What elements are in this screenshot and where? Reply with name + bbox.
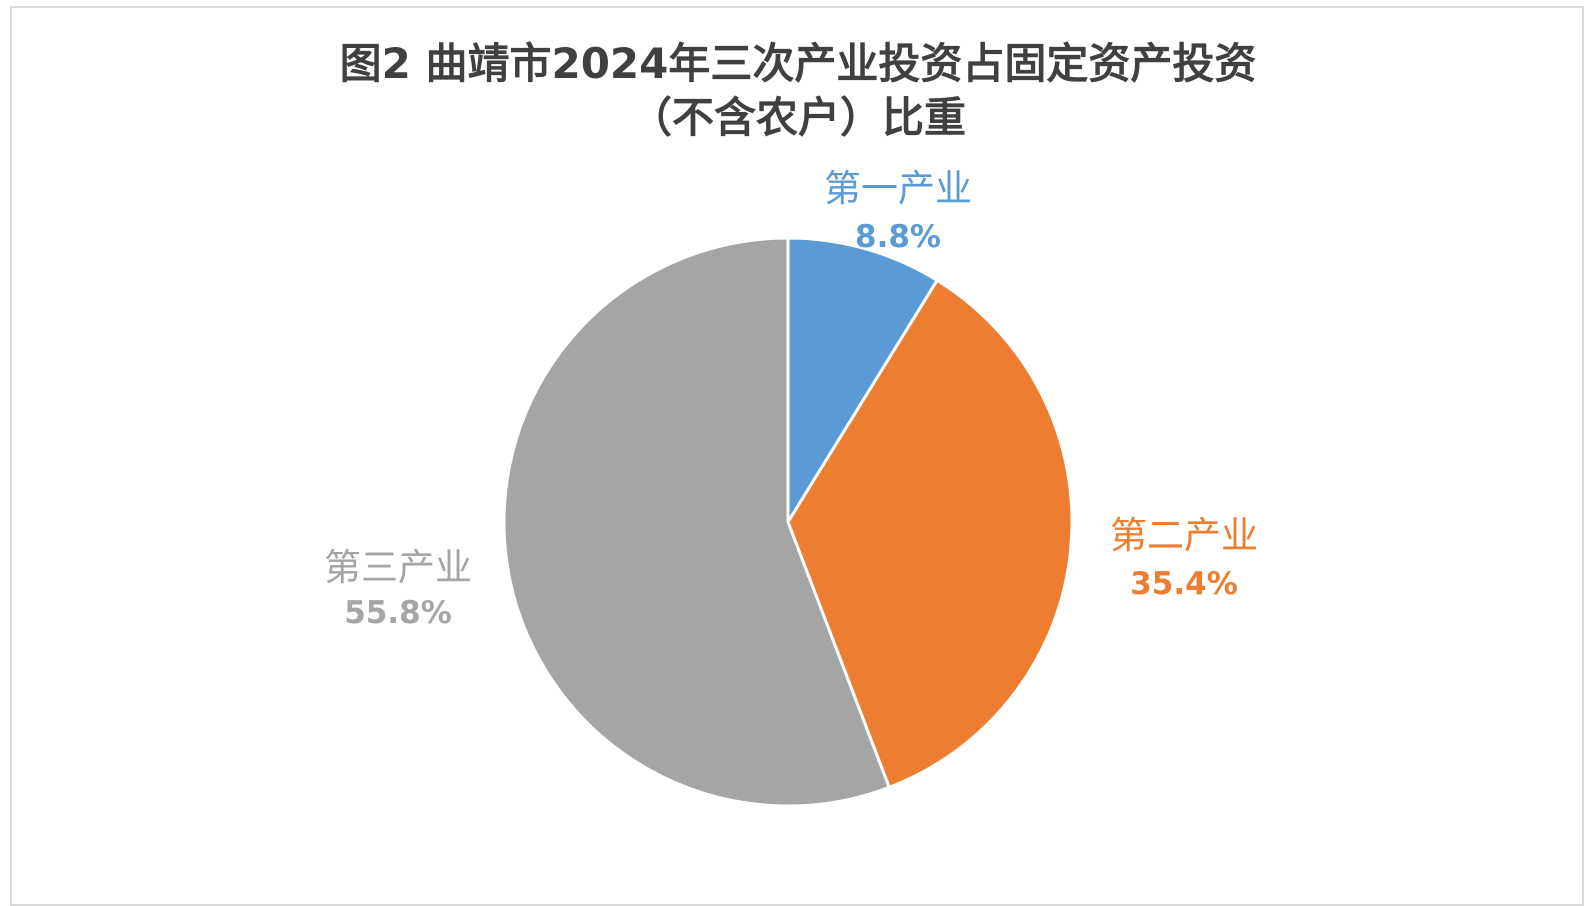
pie-slice-3 [502, 236, 891, 808]
pie-slice-1 [786, 236, 939, 524]
pie-slice-2 [786, 278, 1074, 789]
data-label-value-1: 8.8% [855, 219, 941, 255]
chart-title-line-1: 图2 曲靖市2024年三次产业投资占固定资产投资 [339, 39, 1257, 88]
data-label-value-3: 55.8% [344, 595, 452, 631]
data-label-value-2: 35.4% [1130, 566, 1238, 602]
pie-slices [502, 236, 1074, 808]
data-label-name-3: 第三产业 [324, 546, 472, 589]
data-label-name-2: 第二产业 [1110, 514, 1258, 557]
chart-title-line-2: （不含农户）比重 [629, 93, 966, 142]
data-label-name-1: 第一产业 [824, 167, 972, 210]
data-labels: 第一产业 8.8% 第二产业 35.4% 第三产业 55.8% [324, 167, 1258, 631]
